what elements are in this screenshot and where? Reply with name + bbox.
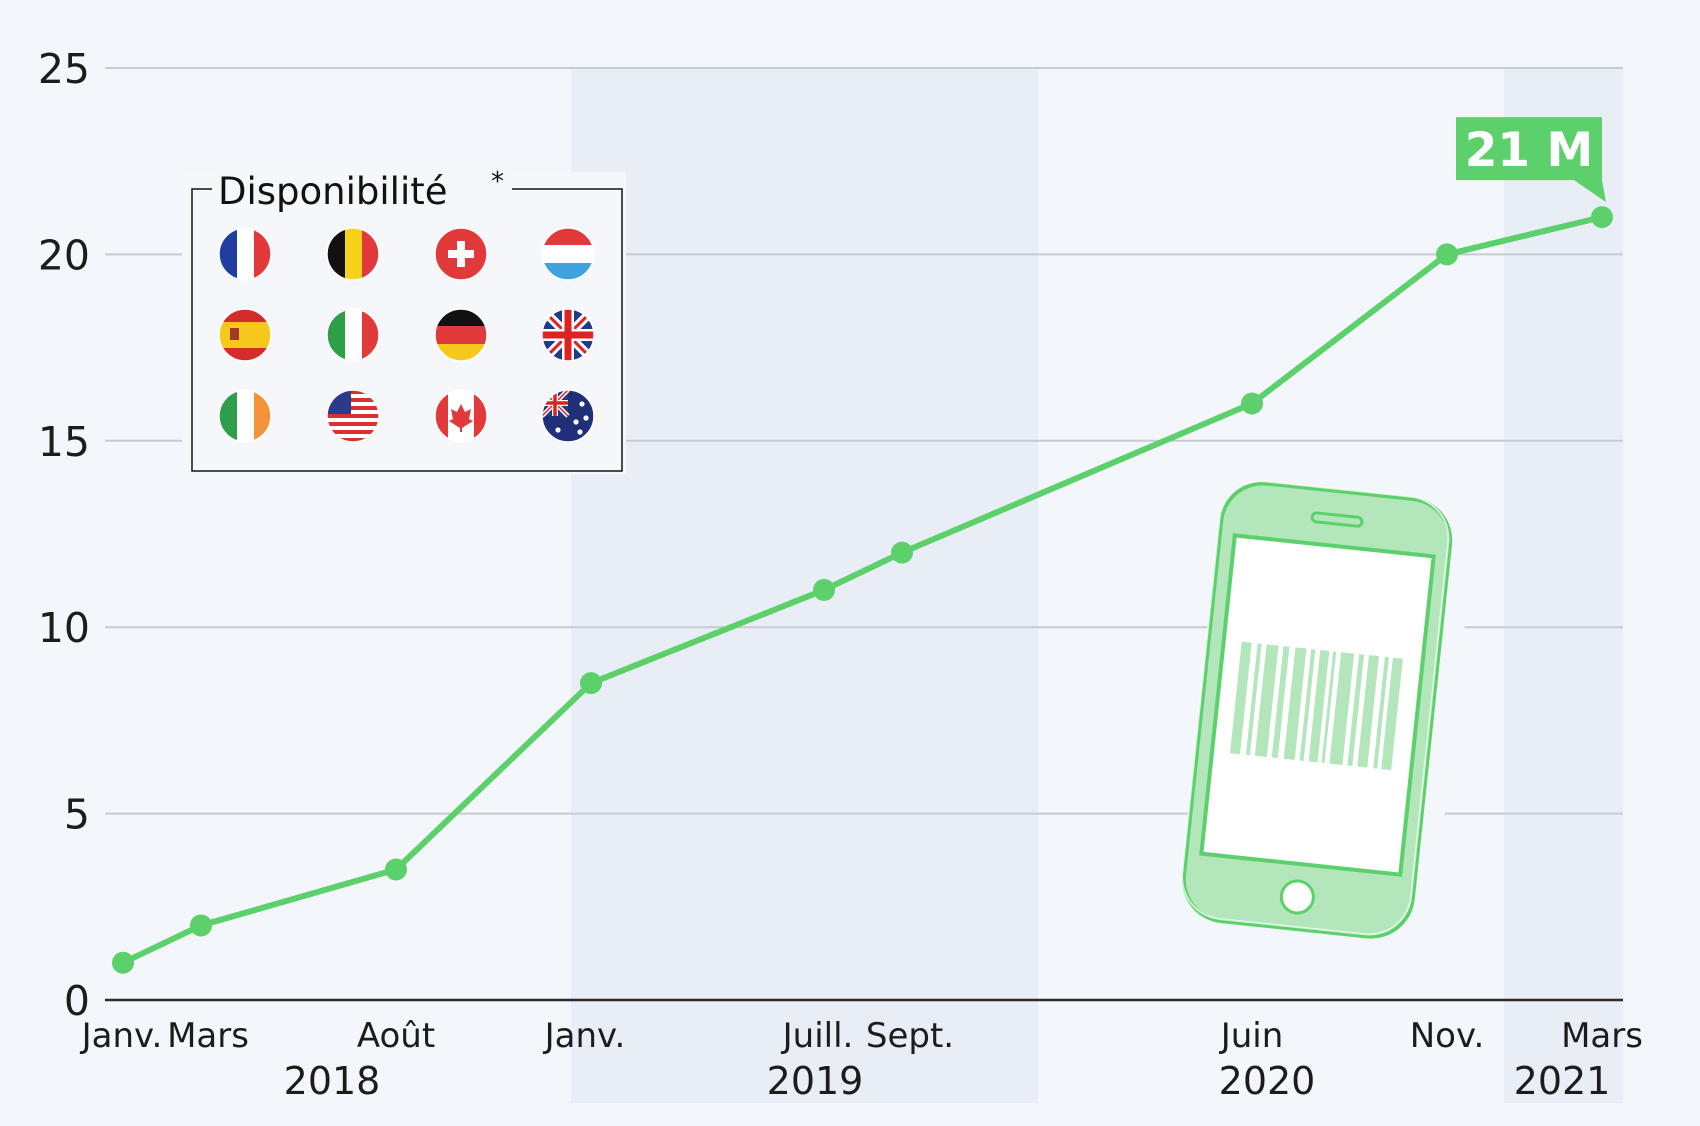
barcode-bar [1357,655,1379,768]
barcode-bar [1381,657,1403,771]
year-label: 2021 [1514,1059,1611,1103]
barcode-bar [1308,650,1330,763]
x-tick-label: Juill. [781,1016,854,1056]
year-labels: 2018 2019 2020 2021 [284,1059,1611,1103]
callout-box [1456,117,1606,203]
data-point [385,858,407,881]
data-point [112,951,134,974]
barcode-bar [1321,651,1337,764]
smartphone-barcode-icon [1181,453,1481,939]
year-label: 2019 [767,1059,864,1103]
x-tick-label: Mars [167,1016,249,1056]
barcode-bar [1373,656,1389,769]
x-tick-label: Août [357,1016,435,1056]
x-tick-label: Sept. [866,1016,954,1056]
x-axis-ticks: Janv. Mars Août Janv. Juill. Sept. Juin Nov. Mar… [80,1016,1643,1056]
barcode-bar [1230,641,1252,755]
y-tick-label: 5 [64,791,90,839]
flag-luxembourg-icon [541,227,595,281]
flag--tats-unis-icon [326,389,380,443]
legend-asterisk: * [491,167,504,197]
x-tick-label: Juin [1219,1016,1284,1056]
callout-label: 21 M [1465,123,1594,178]
y-axis-ticks: 0 5 10 15 20 25 [38,45,90,1025]
flag-suisse-icon [434,227,488,281]
value-callout: 21 M [1456,117,1606,203]
flag-canada-icon [434,389,488,443]
flag-grid [218,227,595,443]
year-label: 2018 [284,1059,381,1103]
x-tick-label: Janv. [543,1016,626,1056]
flag-belgique-icon [326,227,380,281]
barcode-bar [1254,644,1279,758]
flag-espagne-icon [218,308,272,362]
flag-italie-icon [326,308,380,362]
barcode-icon [1230,641,1403,771]
year-bands [571,68,1623,1103]
data-point [1591,206,1613,229]
x-tick-label: Janv. [80,1016,163,1056]
barcode-bar [1329,652,1355,765]
year-band-1 [1504,68,1623,1103]
barcode-bar [1245,643,1262,756]
barcode-bar [1347,654,1365,767]
data-point [1436,243,1458,266]
flag-irlande-icon [218,389,272,443]
flag-australie-icon [541,389,595,443]
y-tick-label: 20 [38,231,90,279]
flag-allemagne-icon [434,308,488,362]
y-tick-label: 25 [38,45,90,93]
year-band-0 [571,68,1038,1103]
flag-france-icon [218,227,272,281]
data-point [190,914,212,937]
y-tick-label: 10 [38,604,90,652]
data-point [891,541,913,564]
data-points [112,206,1613,974]
x-tick-label: Mars [1561,1016,1643,1056]
y-tick-label: 0 [64,977,90,1025]
data-point [813,578,835,601]
year-label: 2020 [1219,1059,1316,1103]
legend: Disponibilité * [182,167,626,474]
y-tick-label: 15 [38,418,90,466]
flag-royaume-uni-icon [541,308,595,362]
barcode-bar [1283,647,1307,760]
data-point [1241,392,1263,415]
barcode-bar [1299,649,1316,761]
legend-title: Disponibilité [218,170,448,213]
barcode-bar [1271,646,1290,759]
data-point [580,672,602,695]
x-tick-label: Nov. [1410,1016,1485,1056]
